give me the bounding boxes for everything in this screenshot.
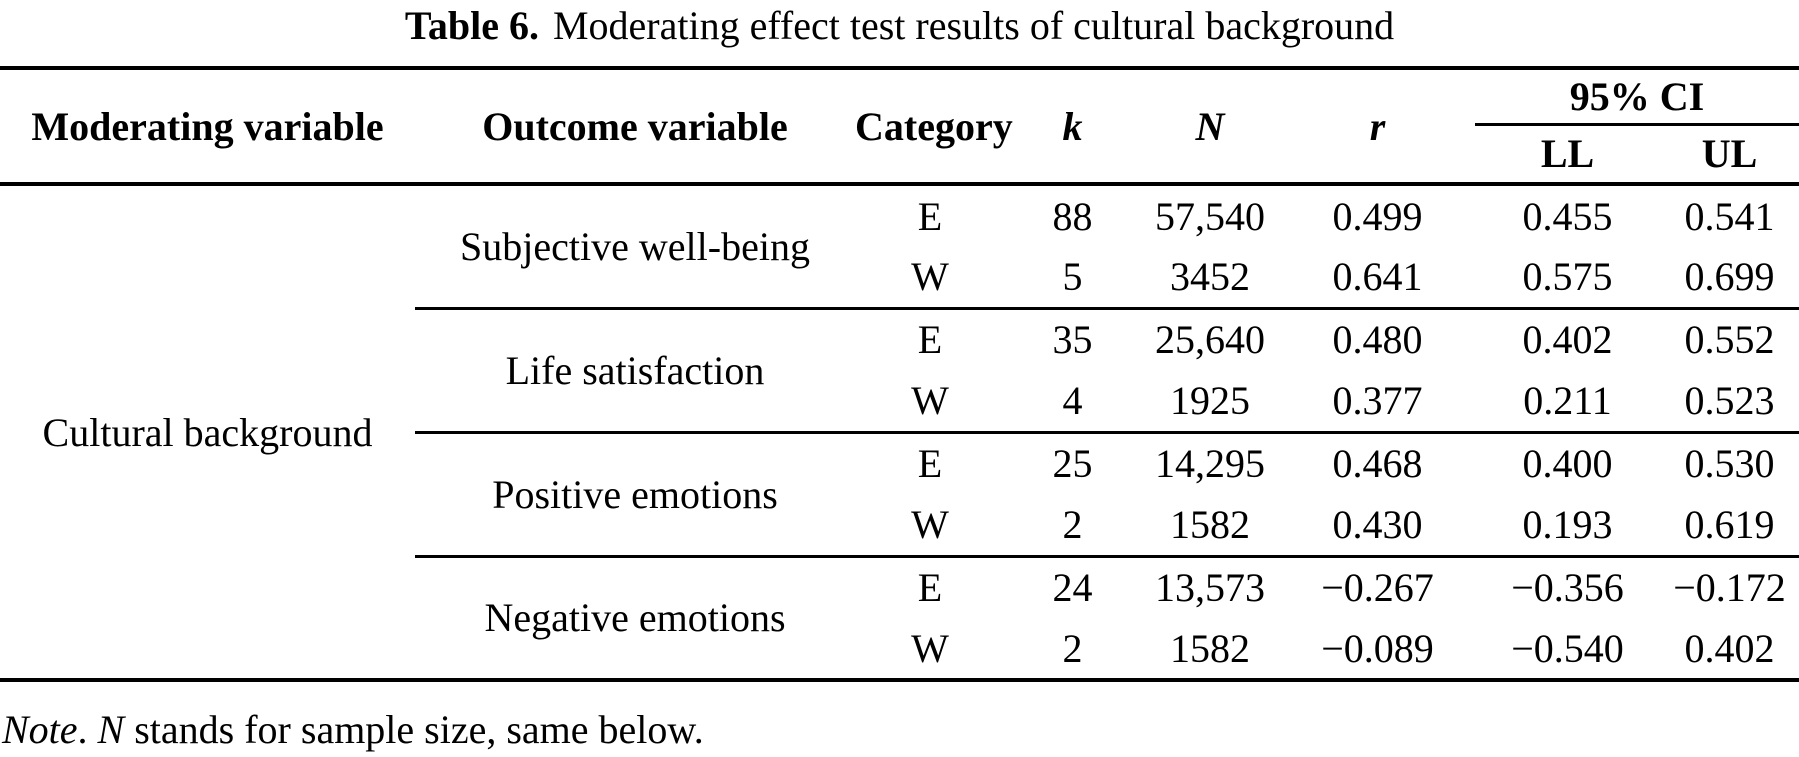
note-label: Note (2, 707, 78, 752)
ul-cell: 0.699 (1660, 246, 1799, 310)
header-moderating-variable: Moderating variable (0, 68, 415, 186)
ll-cell: 0.400 (1522, 441, 1613, 487)
n-cell: 3452 (1140, 246, 1280, 310)
r-cell: 0.499 (1332, 193, 1423, 239)
ll-cell: −0.356 (1511, 565, 1624, 611)
note-n-symbol: N (97, 707, 125, 752)
ll-cell: 0.211 (1475, 370, 1660, 434)
ul-cell: 0.541 (1684, 193, 1775, 239)
r-cell: −0.089 (1321, 625, 1434, 671)
table-row: Positive emotions E 25 14,295 0.468 0.40… (0, 432, 1799, 558)
header-ul: UL (1660, 124, 1799, 186)
table-row: W 2 1582 −0.089 −0.540 0.402 (0, 618, 1799, 680)
table-row: Negative emotions E 24 13,573 −0.267 −0.… (0, 556, 1799, 682)
k-cell: 5 (1005, 246, 1140, 310)
n-cell: 1582 (1140, 494, 1280, 558)
moderating-cell: Cultural background (42, 409, 373, 455)
moderating-effect-table: Moderating variable Outcome variable Cat… (0, 66, 1799, 682)
k-cell: 24 (1052, 565, 1093, 611)
outcome-cell: Subjective well-being (415, 184, 855, 310)
ll-cell: 0.402 (1522, 317, 1613, 363)
table-caption-text: Moderating effect test results of cultur… (552, 3, 1395, 48)
n-cell: 13,573 (1155, 565, 1265, 611)
ll-cell: −0.540 (1511, 625, 1624, 671)
category-cell: E (917, 565, 943, 611)
table-row: W 5 3452 0.641 0.575 0.699 (0, 246, 1799, 310)
ul-cell: 0.523 (1660, 370, 1799, 434)
k-cell: 4 (1005, 370, 1140, 434)
header-ll: LL (1475, 124, 1660, 186)
header-outcome-variable: Outcome variable (415, 68, 855, 186)
category-cell: W (911, 625, 949, 671)
outcome-cell: Life satisfaction (415, 308, 855, 434)
ul-cell: 0.619 (1660, 494, 1799, 558)
r-cell: 0.480 (1332, 317, 1423, 363)
n-cell: 1925 (1140, 370, 1280, 434)
header-95ci: 95% CI (1475, 68, 1799, 126)
r-cell: 0.377 (1280, 370, 1475, 434)
ul-cell: −0.172 (1673, 565, 1786, 611)
header-k: k (1005, 68, 1140, 186)
table-caption-label: Table 6. (404, 3, 539, 48)
header-n: N (1140, 68, 1280, 186)
table-caption: Table 6. Moderating effect test results o… (0, 2, 1799, 50)
note-separator: . (77, 707, 98, 752)
header-r: r (1280, 68, 1475, 186)
r-cell: 0.641 (1280, 246, 1475, 310)
ll-cell: 0.455 (1522, 193, 1613, 239)
n-cell: 57,540 (1155, 193, 1265, 239)
k-cell: 2 (1062, 625, 1083, 671)
ul-cell: 0.402 (1684, 625, 1775, 671)
header-category: Category (855, 68, 1013, 186)
category-cell: W (855, 370, 1005, 434)
k-cell: 2 (1005, 494, 1140, 558)
header-subrow: LL UL (0, 124, 1799, 186)
k-cell: 25 (1052, 441, 1093, 487)
ll-cell: 0.193 (1475, 494, 1660, 558)
header-row: Moderating variable Outcome variable Cat… (0, 68, 1799, 186)
table-row: W 2 1582 0.430 0.193 0.619 (0, 494, 1799, 558)
category-cell: E (917, 317, 943, 363)
k-cell: 88 (1052, 193, 1093, 239)
r-cell: −0.267 (1321, 565, 1434, 611)
outcome-cell: Positive emotions (415, 432, 855, 558)
ul-cell: 0.552 (1684, 317, 1775, 363)
category-cell: W (855, 494, 1005, 558)
table-row: Cultural background Subjective well-bein… (0, 184, 1799, 455)
ll-cell: 0.575 (1475, 246, 1660, 310)
r-cell: 0.468 (1332, 441, 1423, 487)
category-cell: W (855, 246, 1005, 310)
n-cell: 25,640 (1155, 317, 1265, 363)
ul-cell: 0.530 (1684, 441, 1775, 487)
table-row: W 4 1925 0.377 0.211 0.523 (0, 370, 1799, 434)
note-text: stands for sample size, same below. (124, 707, 704, 752)
k-cell: 35 (1052, 317, 1093, 363)
outcome-cell: Negative emotions (415, 556, 855, 682)
table-row: Life satisfaction E 35 25,640 0.480 0.40… (0, 308, 1799, 434)
table-note: Note. N stands for sample size, same bel… (2, 706, 704, 754)
n-cell: 14,295 (1155, 441, 1265, 487)
r-cell: 0.430 (1280, 494, 1475, 558)
n-cell: 1582 (1170, 625, 1250, 671)
category-cell: E (917, 441, 943, 487)
category-cell: E (917, 193, 943, 239)
